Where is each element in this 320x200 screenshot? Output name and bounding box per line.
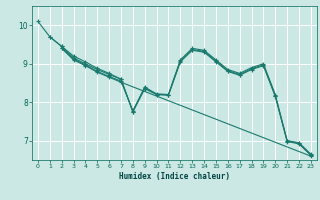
X-axis label: Humidex (Indice chaleur): Humidex (Indice chaleur) [119, 172, 230, 181]
